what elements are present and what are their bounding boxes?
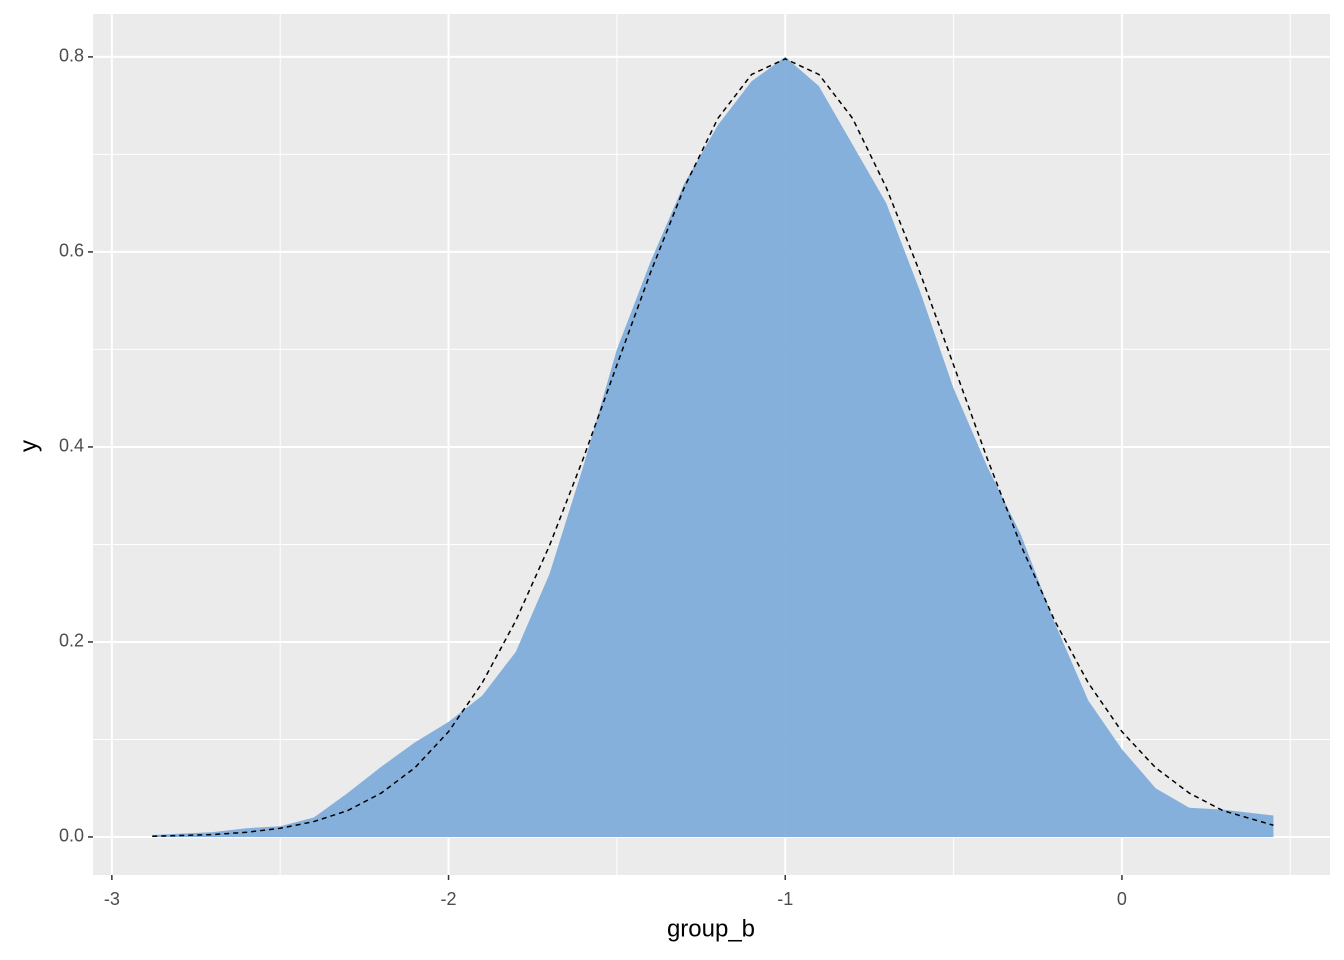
y-tick-label: 0.6 (59, 241, 84, 261)
x-tick-label: -3 (104, 889, 120, 909)
y-axis-title: y (15, 440, 42, 452)
y-tick-label: 0.0 (59, 826, 84, 846)
x-tick-label: -2 (441, 889, 457, 909)
y-tick-label: 0.4 (59, 436, 84, 456)
density-area (152, 56, 1274, 837)
x-axis-title: group_b (667, 915, 755, 942)
y-tick-label: 0.2 (59, 631, 84, 651)
y-tick-label: 0.8 (59, 46, 84, 66)
reference-line (152, 58, 1274, 838)
x-tick-label: -1 (777, 889, 793, 909)
axes: 0.0 0.2 0.4 0.6 0.8 -3 -2 -1 0 (59, 46, 1127, 909)
marks (152, 56, 1274, 838)
x-tick-label: 0 (1117, 889, 1127, 909)
